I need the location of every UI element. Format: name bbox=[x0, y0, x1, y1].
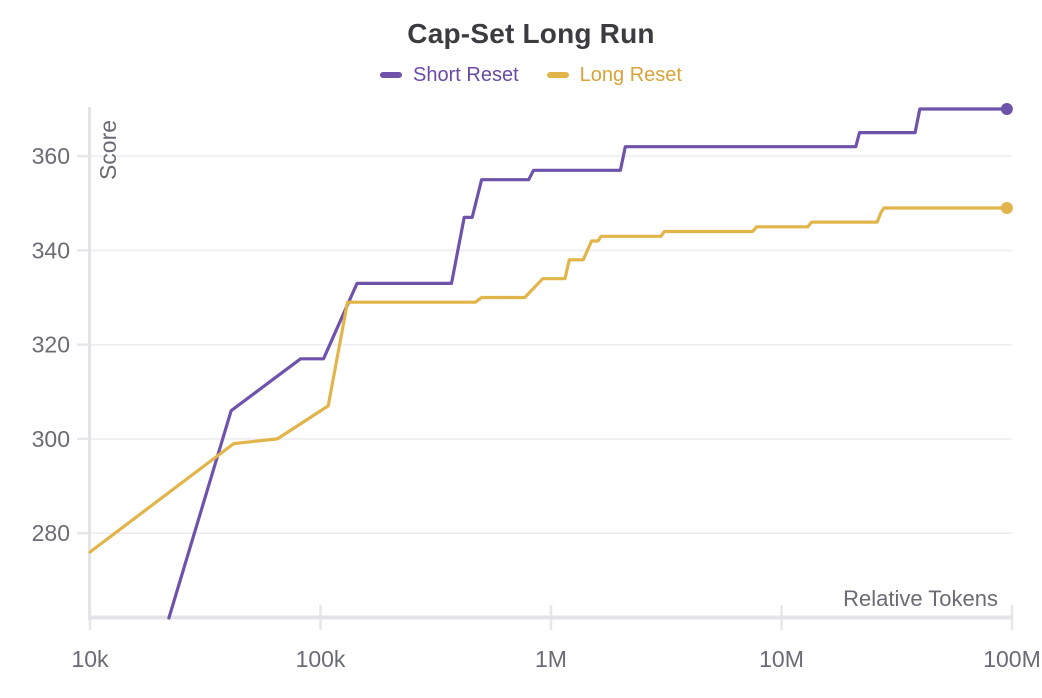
x-tick-label-100M: 100M bbox=[983, 646, 1041, 672]
legend-swatch-short-reset bbox=[380, 72, 403, 78]
y-tick-label-280: 280 bbox=[32, 520, 70, 546]
legend-swatch-long-reset bbox=[546, 72, 569, 78]
y-axis-title: Score bbox=[95, 120, 121, 180]
series-endpoint-long-reset bbox=[1000, 201, 1013, 214]
y-tick-label-320: 320 bbox=[32, 332, 70, 358]
x-tick-label-1M: 1M bbox=[535, 646, 567, 672]
y-tick-label-300: 300 bbox=[32, 426, 70, 452]
x-tick-label-10M: 10M bbox=[759, 646, 804, 672]
legend-label-long-reset: Long Reset bbox=[579, 64, 682, 86]
x-tick-label-10k: 10k bbox=[71, 646, 109, 672]
x-axis-title: Relative Tokens bbox=[843, 586, 998, 611]
series-line-long-reset bbox=[88, 206, 1009, 554]
y-tick-label-340: 340 bbox=[32, 237, 70, 263]
legend-item-short-reset[interactable]: Short Reset bbox=[380, 63, 519, 87]
legend-item-long-reset[interactable]: Long Reset bbox=[546, 63, 682, 87]
x-tick-label-100k: 100k bbox=[296, 646, 346, 672]
chart-legend: Short Reset Long Reset bbox=[10, 63, 1042, 87]
series-endpoint-short-reset bbox=[1000, 103, 1013, 115]
series-line-short-reset bbox=[167, 107, 1009, 620]
y-tick-label-360: 360 bbox=[32, 143, 70, 169]
legend-label-short-reset: Short Reset bbox=[413, 64, 519, 86]
